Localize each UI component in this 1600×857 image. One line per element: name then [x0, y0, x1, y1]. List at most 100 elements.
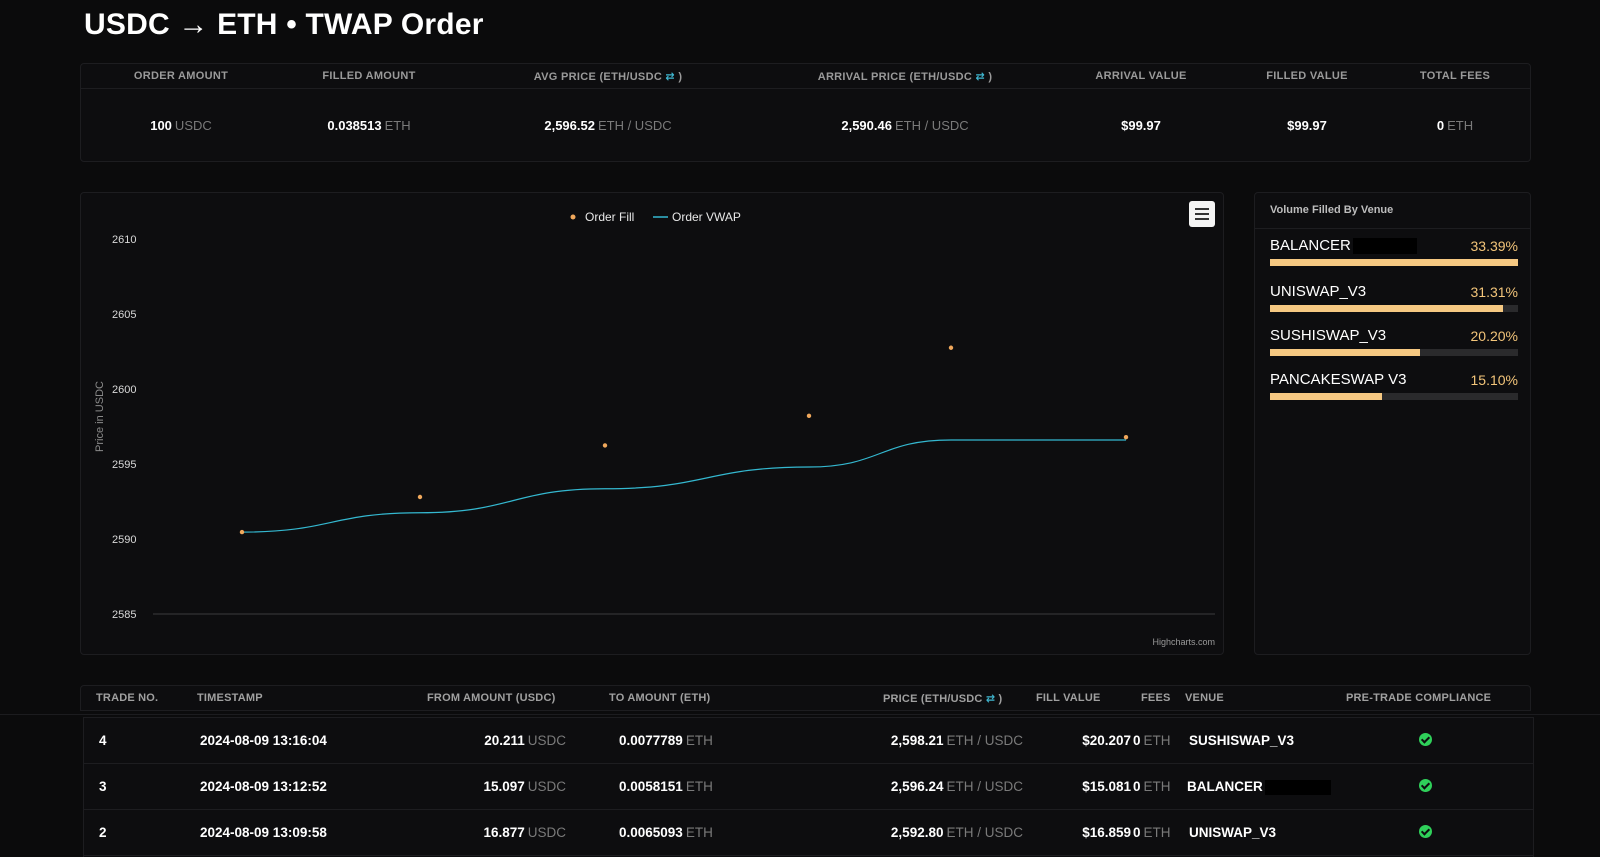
order-amount-value: 100 USDC — [150, 118, 212, 133]
col-compliance[interactable]: PRE-TRADE COMPLIANCE — [1346, 692, 1492, 704]
section-divider — [0, 714, 1600, 715]
venue-name: PANCAKESWAP V3 — [1270, 371, 1407, 388]
avg-price-unit: ETH / USDC — [597, 118, 672, 133]
swap-icon[interactable]: ⇄ — [975, 71, 985, 83]
from-amount-cell: 20.211 USDC — [484, 733, 566, 748]
trade-no-cell: 4 — [99, 733, 107, 748]
redacted-block — [1264, 779, 1331, 795]
y-tick-label: 2600 — [112, 384, 136, 396]
fill-value-cell: $16.859 — [1082, 825, 1131, 840]
price-cell: 2,592.80 ETH / USDC — [891, 825, 1023, 840]
col-to-amount[interactable]: TO AMOUNT (ETH) — [609, 692, 711, 704]
col-price[interactable]: PRICE (ETH/USDC ⇄ ) — [883, 692, 1002, 705]
menu-icon-line — [1195, 218, 1209, 220]
trade-no-cell: 3 — [99, 779, 107, 794]
price-number: 2,598.21 — [890, 733, 944, 748]
avg-price-number: 2,596.52 — [544, 118, 595, 133]
table-row[interactable]: 2 2024-08-09 13:09:58 16.877 USDC 0.00650… — [84, 810, 1533, 856]
fees-unit: ETH — [1143, 825, 1171, 840]
arrival-price-value: 2,590.46 ETH / USDC — [841, 118, 968, 133]
swap-icon[interactable]: ⇄ — [985, 693, 996, 705]
to-amount-cell: 0.0065093 ETH — [619, 825, 713, 840]
price-unit: ETH / USDC — [946, 733, 1023, 748]
from-amount-unit: USDC — [527, 779, 566, 794]
to-amount-number: 0.0077789 — [619, 733, 683, 748]
order-fill-point — [948, 345, 954, 350]
fill-value-cell: $20.207 — [1082, 733, 1131, 748]
col-fill-value[interactable]: FILL VALUE — [1036, 692, 1101, 704]
legend-order-vwap: Order VWAP — [672, 210, 741, 224]
avg-price-value: 2,596.52 ETH / USDC — [544, 118, 671, 133]
col-from-amount[interactable]: FROM AMOUNT (USDC) — [427, 692, 556, 704]
filled-amount-unit: ETH — [384, 118, 411, 133]
venue-cell: SUSHISWAP_V3 — [1189, 733, 1295, 748]
arrival-price-number: 2,590.46 — [841, 118, 892, 133]
price-chart-svg: 2610 2605 2600 2595 2590 2585 Price in USDC Ord… — [94, 210, 1215, 647]
trades-table-body: 4 2024-08-09 13:16:04 20.211 USDC 0.00777… — [83, 717, 1534, 857]
price-number: 2,596.24 — [890, 779, 944, 794]
total-fees-value: 0 ETH — [1437, 118, 1473, 133]
table-row[interactable]: 3 2024-08-09 13:12:52 15.097 USDC 0.00581… — [84, 764, 1533, 810]
arrival-value-value: $99.97 — [1121, 118, 1161, 133]
venue-cell: BALANCER — [1187, 779, 1331, 795]
chart-menu-button[interactable] — [1189, 201, 1215, 227]
y-tick-label: 2590 — [112, 534, 136, 546]
vwap-line — [241, 439, 1126, 533]
fill-value-cell: $15.081 — [1082, 779, 1131, 794]
col-fees[interactable]: FEES — [1141, 692, 1171, 704]
venue-percent: 33.39% — [1470, 238, 1518, 254]
venue-progress-bar — [1270, 259, 1518, 266]
trades-table-header: TRADE NO. TIMESTAMP FROM AMOUNT (USDC) T… — [80, 685, 1531, 711]
legend-fill-marker — [570, 214, 576, 220]
to-amount-number: 0.0058151 — [619, 779, 683, 794]
y-tick-label: 2585 — [112, 609, 136, 621]
order-fill-point — [806, 413, 812, 419]
fees-unit: ETH — [1143, 779, 1171, 794]
timestamp-cell: 2024-08-09 13:16:04 — [200, 733, 327, 748]
chart-credits: Highcharts.com — [1152, 637, 1215, 647]
filled-amount-value: 0.038513 ETH — [327, 118, 410, 133]
order-fill-point — [602, 443, 608, 448]
venue-progress-fill — [1270, 305, 1504, 312]
venue-progress-fill — [1270, 349, 1421, 356]
order-fill-point — [1123, 434, 1129, 440]
col-price-end: ) — [998, 693, 1003, 705]
table-row[interactable]: 4 2024-08-09 13:16:04 20.211 USDC 0.00777… — [84, 718, 1533, 764]
fees-cell: 0 ETH — [1133, 733, 1171, 748]
arrival-price-unit: ETH / USDC — [894, 118, 969, 133]
col-trade-no[interactable]: TRADE NO. — [96, 692, 159, 704]
compliance-check-icon — [1419, 779, 1432, 792]
venue-name: UNISWAP_V3 — [1270, 283, 1367, 300]
col-price-text: PRICE (ETH/USDC — [883, 693, 983, 705]
col-timestamp[interactable]: TIMESTAMP — [197, 692, 263, 704]
page-title: USDC → ETH • TWAP Order — [84, 8, 484, 41]
col-venue[interactable]: VENUE — [1185, 692, 1224, 704]
venue-cell: UNISWAP_V3 — [1189, 825, 1277, 840]
total-fees-number: 0 — [1436, 118, 1445, 133]
fees-number: 0 — [1133, 779, 1141, 794]
venue-percent: 15.10% — [1470, 372, 1518, 388]
venue-progress-bar — [1270, 349, 1518, 356]
price-cell: 2,598.21 ETH / USDC — [891, 733, 1023, 748]
venue-progress-fill — [1270, 259, 1518, 266]
order-summary: ORDER AMOUNT FILLED AMOUNT AVG PRICE (ET… — [80, 63, 1531, 162]
venue-progress-bar — [1270, 393, 1518, 400]
menu-icon-line — [1195, 208, 1209, 210]
order-fill-point — [239, 529, 245, 535]
venue-name-text: BALANCER — [1270, 237, 1351, 254]
to-amount-cell: 0.0058151 ETH — [619, 779, 713, 794]
filled-amount-number: 0.038513 — [327, 118, 382, 133]
arrival-price-label-end: ) — [988, 71, 993, 83]
price-number: 2,592.80 — [890, 825, 944, 840]
swap-icon[interactable]: ⇄ — [665, 71, 675, 83]
price-unit: ETH / USDC — [946, 825, 1023, 840]
price-cell: 2,596.24 ETH / USDC — [891, 779, 1023, 794]
price-chart: 2610 2605 2600 2595 2590 2585 Price in USDC Ord… — [80, 192, 1224, 655]
avg-price-label-end: ) — [678, 71, 683, 83]
y-tick-label: 2610 — [112, 234, 136, 246]
filled-amount-label: FILLED AMOUNT — [322, 70, 416, 82]
venue-name: BALANCER — [1270, 237, 1417, 255]
venue-progress-bar — [1270, 305, 1518, 312]
fees-unit: ETH — [1143, 733, 1171, 748]
filled-value-value: $99.97 — [1287, 118, 1327, 133]
